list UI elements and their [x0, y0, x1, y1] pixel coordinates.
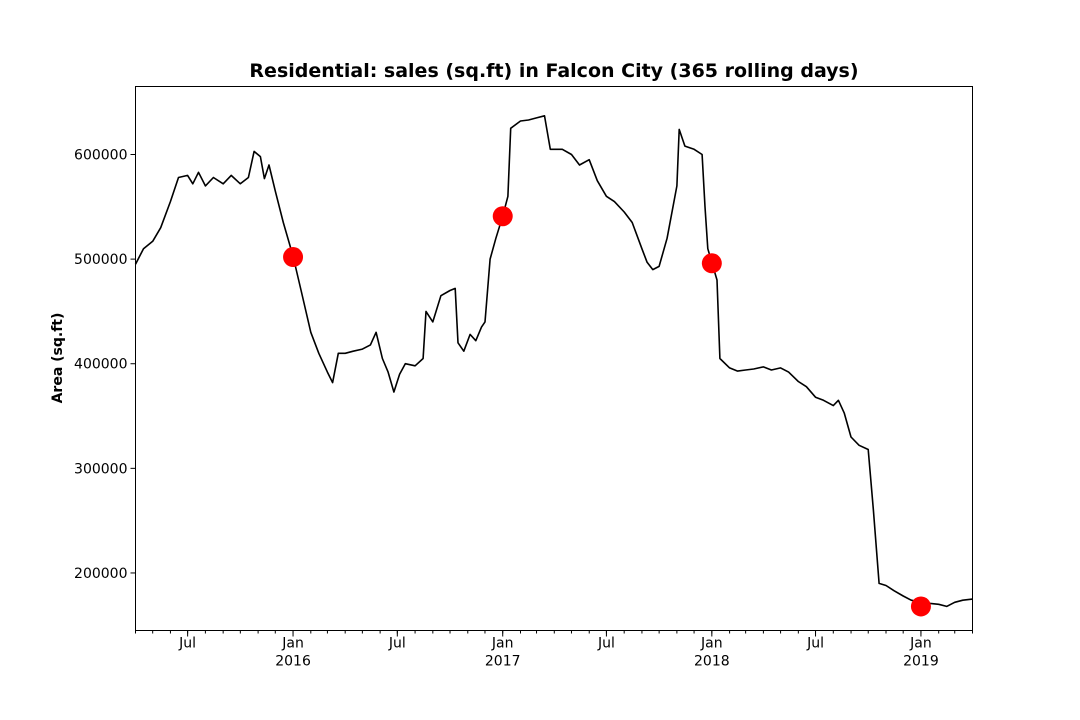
plot-layer: 200000 300000 400000 500000 600000 Jul Jan 2016… — [74, 115, 973, 670]
x-tick-label: Jul — [806, 636, 824, 652]
y-tick-label: 200000 — [74, 566, 127, 582]
highlight-marker — [701, 253, 722, 274]
x-tick-label: Jan — [281, 636, 304, 652]
plot-frame — [135, 86, 973, 631]
y-tick-label: 500000 — [74, 252, 127, 268]
x-tick-label: Jul — [597, 636, 615, 652]
x-tick-label: Jan — [909, 636, 932, 652]
x-tick-label: Jul — [388, 636, 406, 652]
x-tick-label: Jan — [491, 636, 514, 652]
highlight-marker — [492, 206, 513, 227]
y-tick-label: 300000 — [74, 461, 127, 477]
x-tick-year-label: 2018 — [694, 654, 730, 670]
y-tick-label: 600000 — [74, 148, 127, 164]
chart-title: Residential: sales (sq.ft) in Falcon Cit… — [249, 60, 859, 82]
highlight-marker — [283, 247, 304, 268]
x-tick-label: Jan — [700, 636, 723, 652]
highlight-marker — [910, 596, 931, 617]
x-tick-year-label: 2017 — [485, 654, 521, 670]
series-line — [134, 115, 973, 608]
y-tick-label: 400000 — [74, 357, 127, 373]
x-tick-year-label: 2019 — [903, 654, 939, 670]
x-tick-year-label: 2016 — [275, 654, 311, 670]
x-tick-label: Jul — [178, 636, 196, 652]
